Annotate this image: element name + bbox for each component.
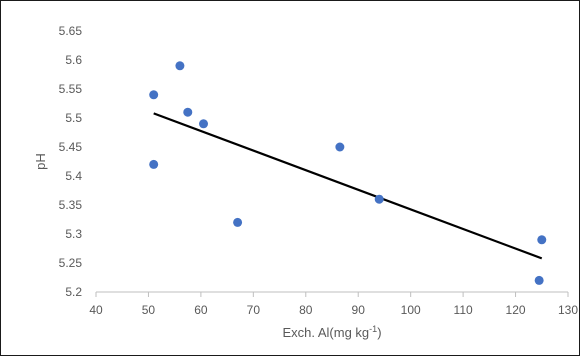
data-points [149, 61, 547, 285]
x-tick-label: 120 [506, 303, 526, 317]
data-point [149, 90, 159, 100]
y-axis-title: pH [33, 153, 48, 170]
y-tick-label: 5.2 [65, 285, 82, 299]
x-tick-label: 40 [89, 303, 103, 317]
y-tick-label: 5.3 [65, 227, 82, 241]
data-point [175, 61, 185, 71]
data-point [335, 142, 345, 152]
data-point [199, 119, 209, 129]
y-tick-label: 5.25 [59, 256, 83, 270]
x-tick-label: 130 [558, 303, 578, 317]
y-tick-label: 5.4 [65, 169, 82, 183]
data-point [183, 107, 193, 117]
x-axis-title-tail: ) [377, 325, 381, 340]
x-tick-label: 110 [454, 303, 473, 317]
x-axis-title-superscript: -1 [369, 324, 377, 334]
y-tick-label: 5.45 [59, 140, 83, 154]
x-tick-label: 90 [352, 303, 366, 317]
data-point [233, 217, 243, 227]
x-tick-label: 50 [142, 303, 156, 317]
data-point [534, 275, 544, 285]
x-tick-label: 60 [194, 303, 208, 317]
data-point [374, 194, 384, 204]
y-axis-ticks: 5.2 5.25 5.3 5.35 5.4 5.45 5.5 5.55 5.6 5.65 [59, 24, 83, 299]
x-axis-title: Exch. Al(mg kg-1) [282, 324, 381, 340]
x-tick-label: 100 [401, 303, 421, 317]
y-tick-label: 5.35 [59, 198, 83, 212]
x-axis-title-base: Exch. Al(mg kg [282, 325, 369, 340]
data-point [537, 235, 547, 245]
y-tick-label: 5.5 [65, 111, 82, 125]
y-tick-label: 5.6 [65, 53, 82, 67]
x-tick-label: 70 [247, 303, 261, 317]
linear-trendline [153, 112, 543, 260]
x-axis-ticks: 40 50 60 70 80 90 100 110 120 130 [89, 292, 578, 317]
y-tick-label: 5.55 [59, 82, 83, 96]
y-tick-label: 5.65 [59, 24, 83, 38]
x-tick-label: 80 [299, 303, 313, 317]
data-point [149, 159, 159, 169]
